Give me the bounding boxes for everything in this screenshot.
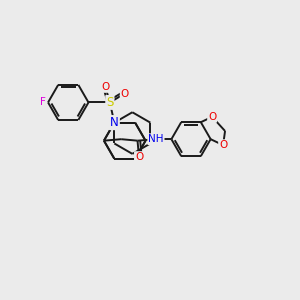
Text: O: O bbox=[208, 112, 216, 122]
Text: S: S bbox=[106, 96, 114, 109]
Text: F: F bbox=[40, 98, 46, 107]
Text: O: O bbox=[101, 82, 110, 92]
Text: NH: NH bbox=[148, 134, 164, 144]
Text: N: N bbox=[110, 116, 119, 129]
Text: N: N bbox=[110, 116, 119, 129]
Text: O: O bbox=[219, 140, 227, 150]
Text: O: O bbox=[121, 88, 129, 98]
Text: O: O bbox=[135, 152, 143, 162]
